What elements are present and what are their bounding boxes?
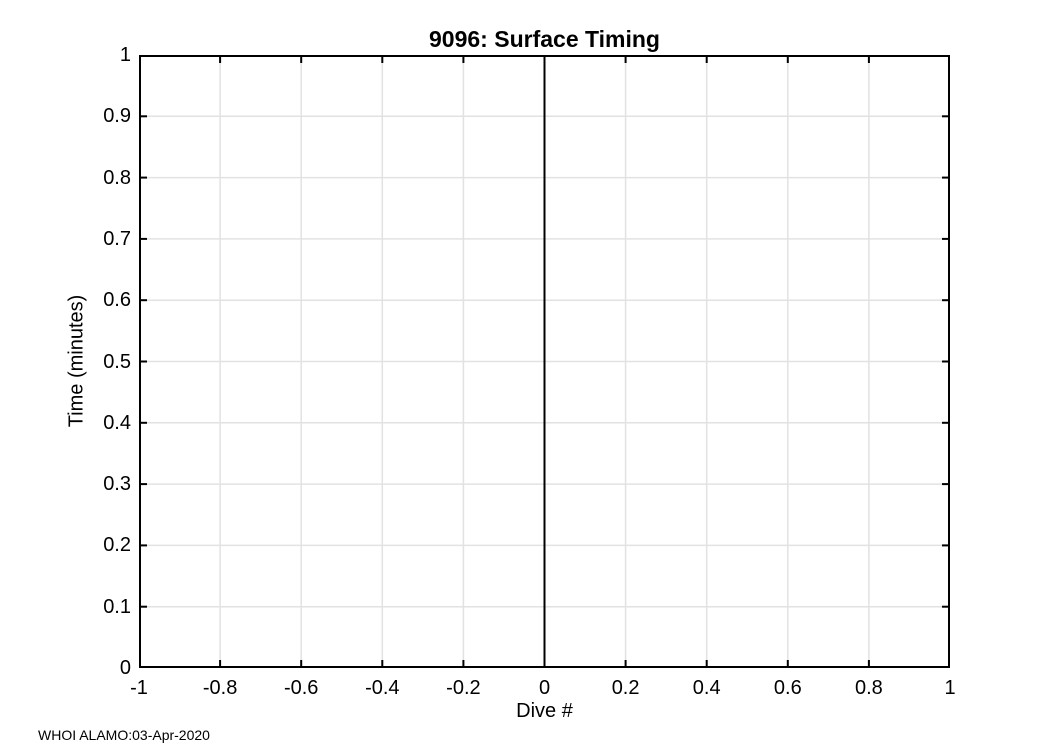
x-tick-label: 0.8 (854, 677, 883, 699)
x-tick-label: -1 (130, 677, 148, 699)
x-tick-label: 0.4 (692, 677, 721, 699)
y-tick-label: 0.5 (103, 350, 131, 373)
y-tick-label: 0.1 (103, 595, 131, 618)
y-tick-label: 0.9 (103, 105, 131, 128)
x-tick-label: 0.2 (611, 677, 640, 699)
chart-title: 9096: Surface Timing (429, 26, 660, 52)
y-tick-label: 0 (119, 657, 131, 679)
y-tick-label: 0.8 (103, 166, 131, 189)
x-tick-label: -0.2 (446, 677, 481, 699)
x-tick-label: 0.6 (773, 677, 802, 699)
plot-area (139, 55, 950, 668)
x-axis-label: Dive # (516, 700, 573, 722)
y-tick-label: 0.7 (103, 227, 131, 250)
y-tick-label: 0.2 (103, 534, 131, 557)
x-tick-label: -0.6 (283, 677, 319, 699)
axis-layer (139, 55, 950, 668)
x-tick-label: -0.8 (202, 677, 238, 699)
figure-footer: WHOI ALAMO:03-Apr-2020 (38, 727, 210, 743)
x-tick-label: 1 (944, 677, 956, 699)
x-tick-label: 0 (538, 677, 551, 699)
x-tick-label: -0.4 (365, 677, 400, 699)
y-tick-label: 0.6 (103, 289, 131, 312)
y-tick-label: 0.4 (103, 411, 131, 434)
y-tick-label: 0.3 (103, 473, 131, 496)
y-tick-label: 1 (119, 44, 131, 66)
